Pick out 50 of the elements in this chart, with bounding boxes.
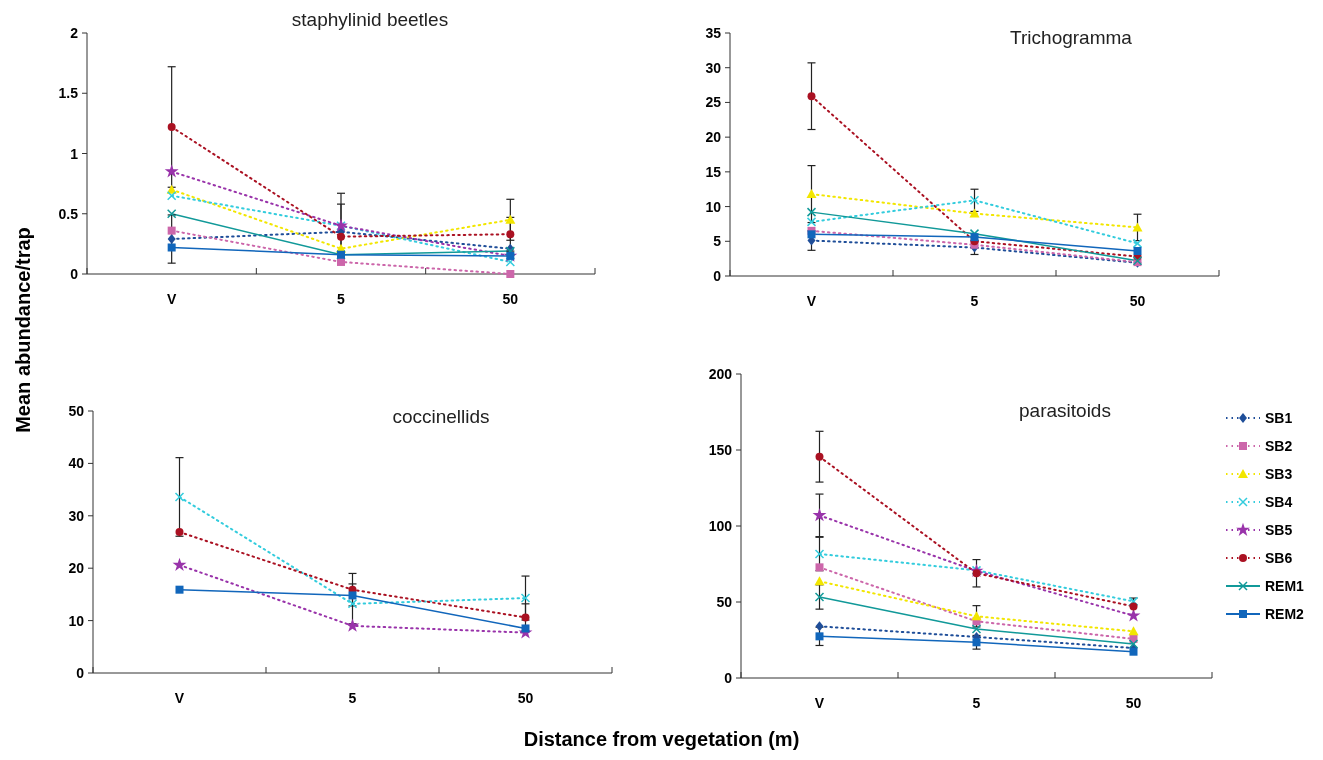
legend-label: SB4 [1265,494,1293,510]
x-tick-label: 50 [1125,695,1142,711]
y-tick-label: 30 [68,507,85,524]
text: parasitoids [1019,400,1111,421]
y-tick-label: 40 [68,455,85,472]
legend-label: SB2 [1265,438,1293,454]
chart-title: staphylinid beetles [291,9,449,30]
y-tick-label: 50 [68,403,85,419]
x-tick-label: 5 [348,690,357,706]
y-tick-label: 0 [724,670,733,686]
y-tick-label: 0 [70,266,79,282]
x-tick-label: V [166,291,177,307]
x-tick-label: V [814,695,825,711]
legend-label: SB3 [1265,466,1293,482]
y-tick-label: 0 [713,268,722,284]
y-tick-label: 150 [708,442,733,458]
y-tick-label: 10 [705,198,722,215]
legend-label: SB5 [1265,522,1293,538]
x-tick-label: 50 [1129,293,1146,309]
y-tick-label: 2 [70,25,79,41]
y-tick-label: 5 [713,233,722,250]
x-tick-label: 50 [502,291,519,307]
y-tick-label: 20 [68,560,85,577]
y-tick-label: 1.5 [58,85,79,102]
x-tick-label: 5 [970,293,979,309]
y-tick-label: 20 [705,129,722,146]
legend-label: REM2 [1265,606,1305,622]
x-tick-label: V [806,293,817,309]
y-tick-label: 100 [708,518,733,534]
y-tick-label: 0.5 [58,205,79,222]
chart-title: coccinellids [392,406,490,427]
legend-label: REM1 [1265,578,1305,594]
legend-label: SB6 [1265,550,1293,566]
y-tick-label: 25 [705,94,722,111]
chart-title: Trichogramma [1010,27,1133,48]
x-tick-label: 5 [337,291,346,307]
y-tick-label: 15 [705,163,722,180]
y-tick-label: 1 [70,145,79,162]
legend-label: SB1 [1265,410,1293,426]
x-tick-label: V [174,690,185,706]
y-tick-label: 30 [705,59,722,76]
y-axis-title: Mean abundance/trap [12,227,34,433]
x-tick-label: 50 [517,690,534,706]
y-tick-label: 200 [708,366,733,382]
y-tick-label: 10 [68,612,85,629]
y-tick-label: 50 [716,594,733,610]
x-axis-title: Distance from vegetation (m) [523,728,800,750]
x-tick-label: 5 [972,695,981,711]
y-tick-label: 0 [76,665,85,681]
y-tick-label: 35 [705,25,722,41]
